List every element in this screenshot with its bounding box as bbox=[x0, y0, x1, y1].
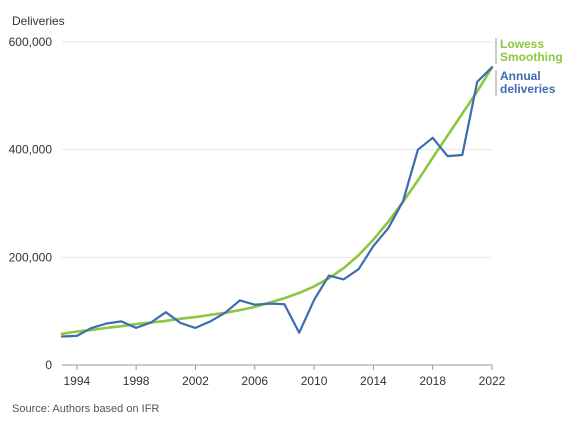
x-tick-label: 2006 bbox=[241, 374, 268, 388]
x-tick-label: 1994 bbox=[63, 374, 90, 388]
x-tick-label: 2014 bbox=[360, 374, 387, 388]
y-axis-label: Deliveries bbox=[12, 14, 65, 28]
x-tick-label: 2018 bbox=[419, 374, 446, 388]
axes: 0 200,000 400,000 600,000 1994 1998 2002 2006 20… bbox=[9, 35, 506, 388]
source-note: Source: Authors based on IFR bbox=[12, 403, 159, 415]
series-lines bbox=[60, 66, 494, 338]
x-tick-label: 1998 bbox=[123, 374, 150, 388]
x-tick-label: 2010 bbox=[301, 374, 328, 388]
y-tick-label: 200,000 bbox=[9, 250, 53, 264]
legend-label: Smoothing bbox=[500, 50, 563, 64]
y-tick-label: 600,000 bbox=[9, 35, 53, 49]
y-tick-label: 400,000 bbox=[9, 143, 53, 157]
legend-label: deliveries bbox=[500, 82, 556, 96]
y-tick-label: 0 bbox=[45, 358, 52, 372]
x-tick-label: 2022 bbox=[479, 374, 506, 388]
lowess-smoothing-line bbox=[60, 66, 494, 336]
legend-label: Annual bbox=[500, 69, 541, 83]
grid-lines bbox=[62, 41, 492, 366]
annual-deliveries-line bbox=[60, 66, 494, 338]
legend-label: Lowess bbox=[500, 37, 544, 51]
x-tick-label: 2002 bbox=[182, 374, 209, 388]
